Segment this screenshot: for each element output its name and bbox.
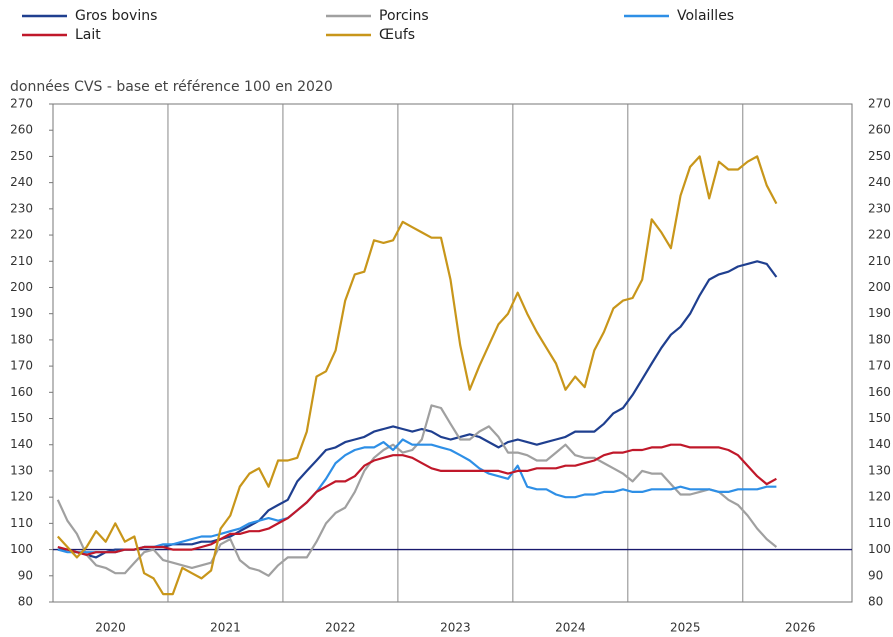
y-tick-label: 180 — [10, 332, 33, 346]
y2-tick-label: 110 — [868, 516, 891, 530]
legend-label: Gros bovins — [75, 8, 157, 24]
y2-tick-label: 260 — [868, 123, 891, 137]
y-tick-label: 230 — [10, 201, 33, 215]
y-tick-label: 140 — [10, 437, 33, 451]
chart-subtitle: données CVS - base et référence 100 en 2… — [10, 79, 333, 95]
y2-tick-label: 100 — [868, 542, 891, 556]
x-tick-label: 2020 — [95, 621, 126, 635]
legend-label: Œufs — [379, 27, 415, 43]
legend: Gros bovins Porcins Volailles Lait Œufs — [22, 8, 734, 43]
y2-tick-label: 160 — [868, 385, 891, 399]
series-line — [57, 443, 777, 556]
x-tick-label: 2022 — [325, 621, 356, 635]
y2-tick-label: 120 — [868, 490, 891, 504]
y2-tick-label: 150 — [868, 411, 891, 425]
y-tick-label: 270 — [10, 97, 33, 111]
y-tick-label: 250 — [10, 149, 33, 163]
y2-tick-label: 230 — [868, 201, 891, 215]
x-tick-label: 2025 — [670, 621, 701, 635]
y2-tick-label: 210 — [868, 254, 891, 268]
y2-tick-label: 250 — [868, 149, 891, 163]
y2-tick-label: 240 — [868, 175, 891, 189]
y2-tick-label: 170 — [868, 359, 891, 373]
y-tick-label: 130 — [10, 463, 33, 477]
y2-tick-label: 190 — [868, 306, 891, 320]
y2-tick-label: 80 — [868, 595, 883, 609]
y-tick-label: 170 — [10, 359, 33, 373]
x-tick-label: 2024 — [555, 621, 586, 635]
plot-frame — [52, 103, 853, 603]
y2-tick-label: 180 — [868, 332, 891, 346]
y-tick-label: 90 — [18, 568, 33, 582]
y-tick-label: 240 — [10, 175, 33, 189]
series-line — [57, 260, 778, 559]
y2-tick-label: 270 — [868, 97, 891, 111]
y-tick-label: 160 — [10, 385, 33, 399]
x-tick-label: 2021 — [210, 621, 241, 635]
series-line — [56, 155, 778, 596]
y2-tick-label: 220 — [868, 228, 891, 242]
series-line — [57, 438, 777, 554]
y-tick-label: 190 — [10, 306, 33, 320]
y-tick-label: 100 — [10, 542, 33, 556]
y-tick-label: 110 — [10, 516, 33, 530]
x-tick-label: 2026 — [785, 621, 816, 635]
y2-tick-label: 200 — [868, 280, 891, 294]
legend-label: Lait — [75, 27, 101, 43]
y-tick-label: 150 — [10, 411, 33, 425]
y-tick-label: 200 — [10, 280, 33, 294]
y-tick-label: 120 — [10, 490, 33, 504]
legend-label: Volailles — [677, 8, 734, 24]
y-tick-label: 260 — [10, 123, 33, 137]
y-tick-label: 220 — [10, 228, 33, 242]
x-tick-label: 2023 — [440, 621, 471, 635]
y-tick-label: 80 — [18, 595, 33, 609]
y2-tick-label: 140 — [868, 437, 891, 451]
y2-tick-label: 130 — [868, 463, 891, 477]
y2-tick-label: 90 — [868, 568, 883, 582]
legend-label: Porcins — [379, 8, 429, 24]
y-tick-label: 210 — [10, 254, 33, 268]
